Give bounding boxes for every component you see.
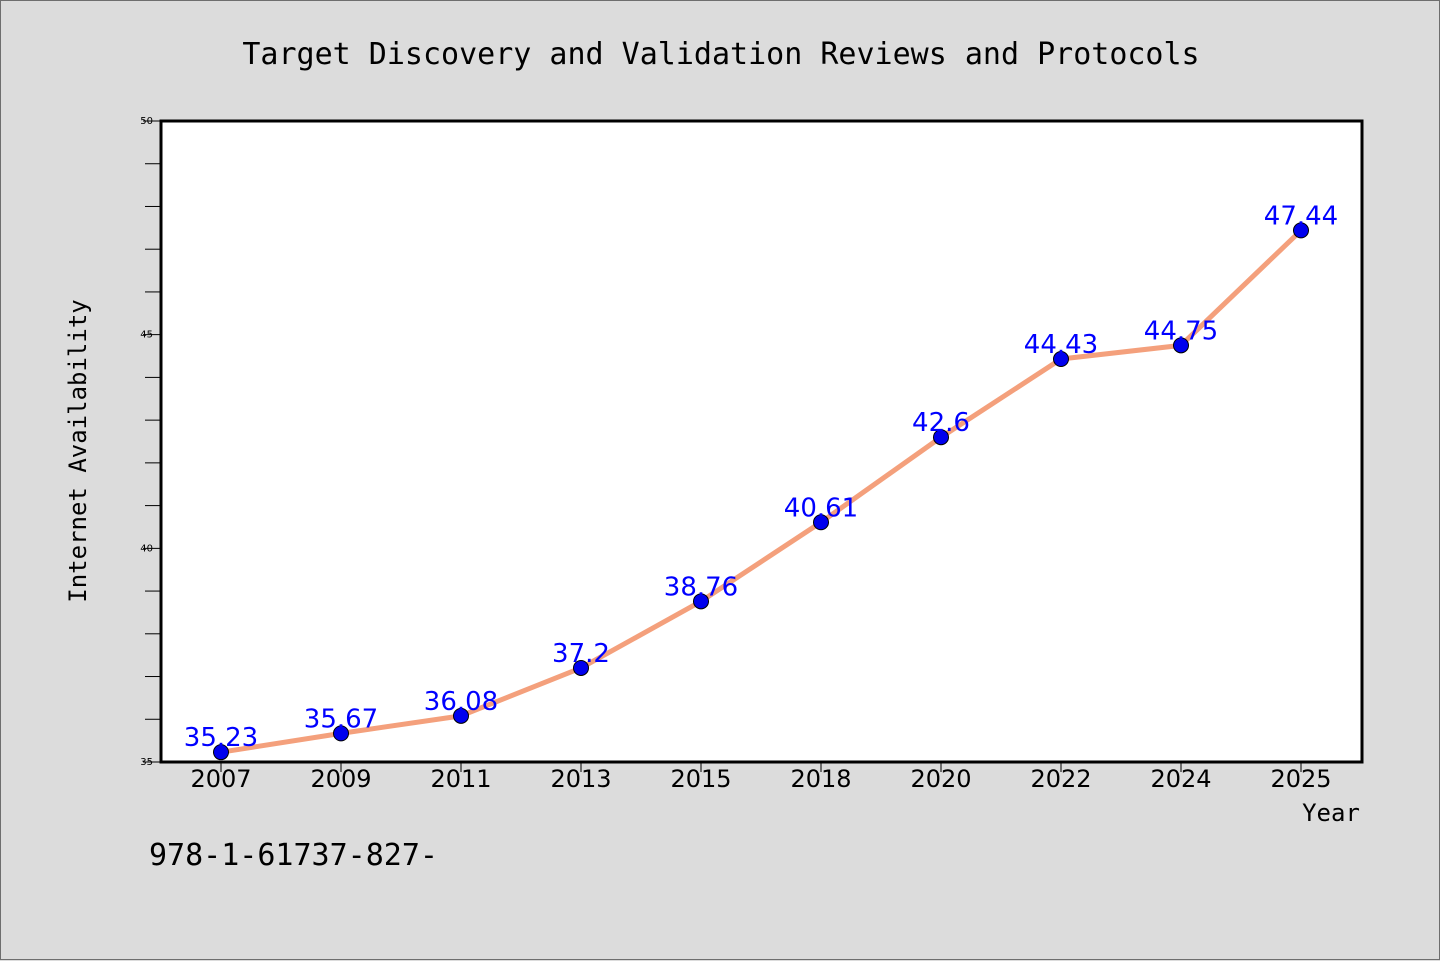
x-axis-ticks: 2007 2009 2011 2013 2015 2018 2020 2022 2024 2025 [190, 762, 1332, 793]
data-point-marker [1173, 337, 1189, 354]
x-tick-label: 2025 [1270, 765, 1331, 793]
x-tick-label: 2013 [550, 765, 611, 793]
x-tick-label: 2009 [310, 765, 371, 793]
series-markers [213, 222, 1309, 761]
data-label: 44.75 [1144, 316, 1218, 346]
data-point-marker [693, 593, 709, 610]
data-point-marker [1293, 222, 1309, 239]
data-point-marker [1053, 351, 1069, 368]
footer-code: 978-1-61737-827- [149, 838, 438, 873]
x-tick-label: 2024 [1150, 765, 1211, 793]
data-point-marker [573, 659, 589, 676]
x-tick-label: 2011 [430, 765, 491, 793]
y-axis-label: Internet Availability [64, 299, 92, 602]
x-tick-label: 2020 [910, 765, 971, 793]
x-tick-label: 2015 [670, 765, 731, 793]
data-point-marker [333, 725, 349, 742]
data-label: 44.43 [1024, 330, 1098, 360]
data-label: 38.76 [664, 572, 738, 602]
data-labels: 35.23 35.67 36.08 37.2 38.76 40.61 42.6 44.43 44… [184, 201, 1338, 753]
series-line-group [218, 227, 1304, 755]
y-axis-ticks: 35 40 45 50 [140, 116, 161, 768]
y-tick-label: 50 [140, 116, 153, 127]
data-point-marker [453, 707, 469, 724]
data-label: 37.2 [552, 639, 610, 669]
y-tick-label: 40 [140, 543, 153, 554]
x-tick-label: 2022 [1030, 765, 1091, 793]
y-tick-label: 35 [140, 757, 153, 768]
x-tick-label: 2018 [790, 765, 851, 793]
data-point-marker [213, 744, 229, 761]
series-line [218, 227, 1304, 755]
y-tick-label: 45 [140, 330, 153, 341]
x-tick-label: 2007 [190, 765, 251, 793]
data-label: 35.67 [304, 704, 378, 734]
data-label: 40.61 [784, 493, 858, 523]
x-axis-label: Year [1302, 799, 1360, 827]
data-label: 42.6 [912, 408, 970, 438]
data-label: 35.23 [184, 723, 258, 753]
data-label: 36.08 [424, 687, 498, 717]
plot-area [159, 119, 1364, 764]
data-point-marker [933, 429, 949, 446]
chart-title: Target Discovery and Validation Reviews … [242, 37, 1199, 72]
data-label: 47.44 [1264, 201, 1338, 231]
data-point-marker [813, 514, 829, 531]
